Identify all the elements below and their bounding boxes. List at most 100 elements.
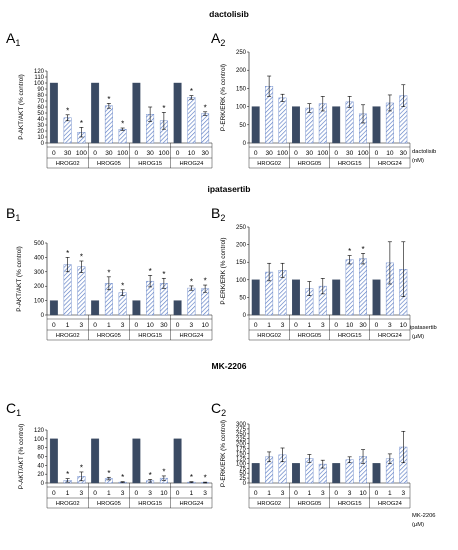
dose-label: 1 xyxy=(107,322,111,329)
dose-label: 100 xyxy=(277,150,288,157)
y-tick-label: 100 xyxy=(34,437,45,443)
significance-star: * xyxy=(107,95,110,104)
dose-label: 0 xyxy=(176,150,180,157)
group-label: HROG15 xyxy=(338,501,362,507)
dose-label: 30 xyxy=(64,150,72,157)
y-tick-label: 50 xyxy=(239,123,246,129)
panel-label-a1: A1 xyxy=(6,30,20,48)
dose-label: 30 xyxy=(201,150,209,157)
dose-label: 1 xyxy=(308,490,312,497)
bar-control xyxy=(91,438,100,484)
bar-treated xyxy=(201,288,210,316)
group-label: HROG02 xyxy=(257,501,281,507)
bar-control xyxy=(372,279,381,316)
dose-label: 100 xyxy=(76,150,87,157)
group-label: HROG24 xyxy=(378,333,403,339)
y-axis-label: P-AKT/AKT (% control) xyxy=(18,424,25,490)
dose-label: 10 xyxy=(386,150,394,157)
dose-label: 3 xyxy=(80,322,84,329)
y-tick-label: 40 xyxy=(37,463,44,469)
dose-label: 30 xyxy=(146,150,154,157)
dose-label: 3 xyxy=(148,490,152,497)
y-tick-label: 200 xyxy=(34,284,45,290)
y-tick-label: 90 xyxy=(37,87,44,93)
dose-label: 0 xyxy=(135,490,139,497)
group-label: HROG02 xyxy=(257,161,281,167)
significance-star: * xyxy=(107,268,110,277)
y-tick-label: 225 xyxy=(236,437,247,443)
group-label: HROG24 xyxy=(378,501,403,507)
dose-label: 0 xyxy=(93,490,97,497)
dose-label: 0 xyxy=(135,322,139,329)
significance-star: * xyxy=(204,474,207,483)
panel-label-a2: A2 xyxy=(211,30,225,48)
dose-label: 3 xyxy=(388,322,392,329)
y-tick-label: 30 xyxy=(37,123,44,129)
y-tick-label: 300 xyxy=(236,422,247,428)
dose-label: 3 xyxy=(121,322,125,329)
dose-label: 30 xyxy=(105,150,113,157)
group-label: HROG15 xyxy=(138,161,162,167)
significance-star: * xyxy=(361,245,364,254)
significance-star: * xyxy=(121,281,124,290)
group-label: HROG24 xyxy=(179,501,204,507)
significance-star: * xyxy=(149,267,152,276)
y-tick-label: 60 xyxy=(37,105,44,111)
y-tick-label: 250 xyxy=(236,225,247,231)
dose-label: 0 xyxy=(375,322,379,329)
significance-star: * xyxy=(348,247,351,256)
significance-star: * xyxy=(204,103,207,112)
y-axis-label: P-ERK/ERK (% control) xyxy=(220,64,227,131)
y-axis-label: P-AKT/AKT (% control) xyxy=(16,246,23,312)
panel-label-b1: B1 xyxy=(6,205,20,223)
dose-label: 1 xyxy=(107,490,111,497)
significance-star: * xyxy=(80,463,83,472)
y-tick-label: 500 xyxy=(34,241,45,247)
bar-treated xyxy=(305,107,314,144)
dose-label: 10 xyxy=(146,322,154,329)
y-tick-label: 100 xyxy=(236,105,247,111)
y-axis-label: P-ERK/ERK (% control) xyxy=(220,237,227,304)
significance-star: * xyxy=(162,467,165,476)
dose-label: 1 xyxy=(66,322,70,329)
y-tick-label: 150 xyxy=(236,452,247,458)
significance-star: * xyxy=(66,249,69,258)
panel-label-b2: B2 xyxy=(211,205,225,223)
bar-treated xyxy=(118,292,127,316)
y-tick-label: 200 xyxy=(236,442,247,448)
bar-control xyxy=(292,106,300,144)
dose-label: 3 xyxy=(321,490,325,497)
bar-treated xyxy=(201,113,210,144)
dose-label: 10 xyxy=(188,150,196,157)
y-tick-label: 110 xyxy=(34,75,44,81)
y-tick-label: 250 xyxy=(236,432,247,438)
significance-star: * xyxy=(204,277,207,286)
y-tick-label: 120 xyxy=(34,428,45,434)
y-tick-label: 275 xyxy=(236,427,247,433)
bar-treated xyxy=(63,264,72,316)
y-tick-label: 40 xyxy=(37,117,44,123)
y-tick-label: 0 xyxy=(243,313,247,319)
dose-unit-dactolisib: dactolisib xyxy=(412,149,436,155)
dose-label: 3 xyxy=(80,490,84,497)
dose-label: 10 xyxy=(359,490,367,497)
bar-control xyxy=(251,463,260,484)
bar-control xyxy=(332,106,341,144)
significance-star: * xyxy=(121,120,124,129)
dose-label: 0 xyxy=(176,322,180,329)
dose-label: 0 xyxy=(334,322,338,329)
y-tick-label: 20 xyxy=(37,129,44,135)
bar-treated xyxy=(118,128,127,144)
dose-label: 100 xyxy=(317,150,328,157)
y-tick-label: 25 xyxy=(239,476,246,482)
bar-control xyxy=(332,279,341,316)
bar-control xyxy=(173,82,182,144)
y-tick-label: 20 xyxy=(37,472,44,478)
y-tick-label: 175 xyxy=(236,447,247,453)
dose-label: 3 xyxy=(190,322,194,329)
dose-label: 3 xyxy=(203,490,207,497)
significance-star: * xyxy=(80,119,83,128)
